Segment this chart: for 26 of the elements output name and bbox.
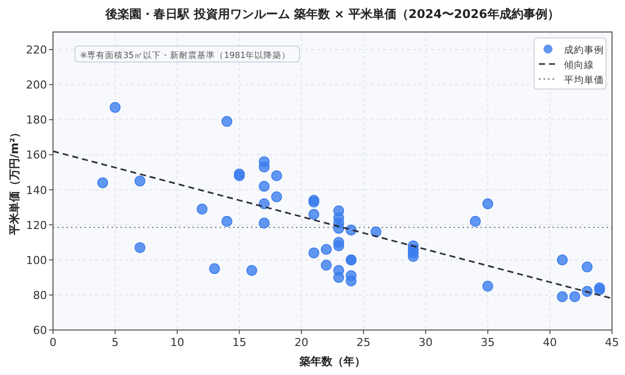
- y-tick-label: 220: [26, 44, 47, 57]
- x-tick-label: 15: [232, 336, 246, 349]
- x-tick-label: 0: [50, 336, 56, 349]
- legend-label: 平均単価: [564, 74, 604, 86]
- x-tick-label: 5: [112, 336, 119, 349]
- x-tick-label: 45: [605, 336, 619, 349]
- x-tick-label: 40: [542, 336, 557, 349]
- legend-label: 傾向線: [564, 59, 594, 71]
- chart-title: 後楽園・春日駅 投資用ワンルーム 築年数 × 平米単価（2024〜2026年成約事例）: [104, 7, 560, 21]
- x-tick-label: 10: [170, 336, 184, 349]
- x-tick-label: 35: [480, 336, 495, 349]
- x-tick-label: 25: [356, 336, 371, 349]
- legend-label: 成約事例: [564, 44, 604, 56]
- y-tick-label: 160: [26, 148, 47, 162]
- y-tick-label: 120: [26, 218, 47, 232]
- x-tick-label: 20: [294, 336, 308, 349]
- annotation: ※専有面積35㎡以下・新耐震基準（1981年以降築）: [80, 50, 291, 61]
- y-tick-label: 100: [26, 254, 47, 267]
- x-tick-label: 30: [418, 336, 433, 349]
- y-tick-label: 140: [26, 184, 47, 197]
- y-axis-title: 平米単価（万円/m²）: [8, 126, 21, 236]
- y-tick-label: 180: [26, 114, 47, 127]
- y-tick-label: 200: [26, 78, 47, 92]
- y-tick-label: 60: [33, 324, 47, 337]
- x-axis-title: 築年数（年）: [298, 355, 366, 368]
- y-tick-label: 80: [33, 288, 47, 302]
